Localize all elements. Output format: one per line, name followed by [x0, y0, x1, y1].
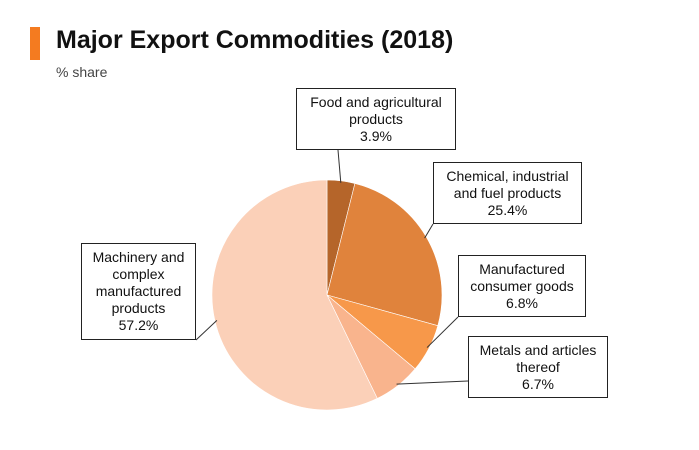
- pie-slice: [211, 179, 378, 411]
- callout-machinery-complex: Machinery and complex manufactured produ…: [81, 243, 196, 340]
- chart-subtitle: % share: [56, 64, 108, 80]
- chart-title: Major Export Commodities (2018): [56, 26, 454, 54]
- slice-label: Metals and articles thereof: [479, 341, 597, 375]
- leader-line: [426, 316, 459, 348]
- leader-line: [337, 149, 342, 183]
- leader-line: [396, 380, 469, 385]
- callout-food-agricultural: Food and agricultural products 3.9%: [296, 88, 456, 150]
- slice-label: Manufactured consumer goods: [470, 260, 574, 294]
- slice-value: 3.9%: [360, 127, 392, 144]
- slice-value: 6.8%: [506, 294, 538, 311]
- slice-value: 25.4%: [487, 201, 528, 218]
- title-accent-bar: [30, 27, 40, 60]
- callout-chemical-industrial-fuel: Chemical, industrial and fuel products 2…: [433, 162, 582, 224]
- pie-slice: [326, 183, 443, 327]
- slice-label: Food and agricultural products: [310, 93, 442, 127]
- slice-value: 6.7%: [522, 375, 554, 392]
- callout-metals-articles: Metals and articles thereof 6.7%: [468, 336, 608, 398]
- slice-value: 57.2%: [118, 317, 159, 333]
- slice-label: Machinery and complex manufactured produ…: [92, 249, 185, 316]
- callout-manufactured-consumer-goods: Manufactured consumer goods 6.8%: [458, 255, 586, 317]
- leader-line: [424, 223, 434, 239]
- slice-label: Chemical, industrial and fuel products: [446, 167, 569, 201]
- leader-line: [195, 319, 218, 341]
